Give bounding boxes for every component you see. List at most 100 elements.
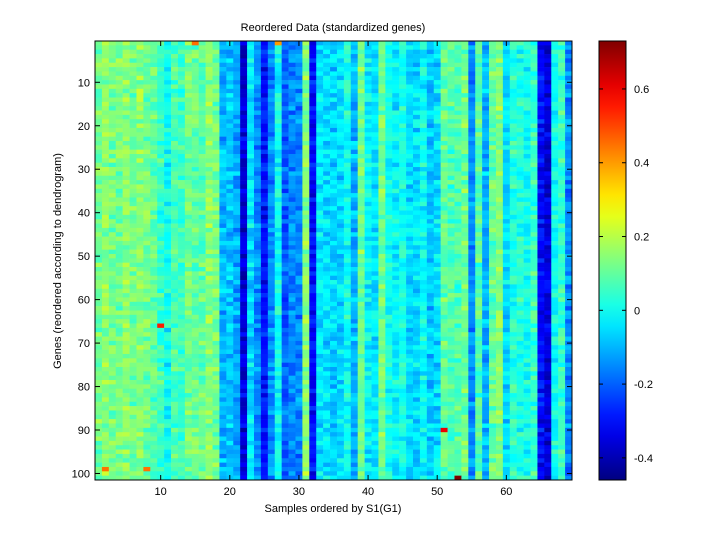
heatmap-cell: [184, 132, 193, 137]
heatmap-cell: [454, 267, 462, 272]
heatmap-cell: [191, 140, 199, 146]
heatmap-cell: [537, 323, 545, 329]
heatmap-cell: [371, 301, 379, 307]
heatmap-cell: [433, 171, 441, 177]
heatmap-cell: [108, 301, 117, 307]
heatmap-cell: [171, 336, 179, 342]
heatmap-cell: [254, 171, 262, 177]
heatmap-cell: [392, 45, 400, 50]
heatmap-cell: [378, 154, 386, 159]
heatmap-cell: [260, 332, 269, 337]
heatmap-cell: [385, 58, 393, 64]
heatmap-cell: [108, 262, 117, 268]
heatmap-cell: [122, 206, 130, 211]
heatmap-cell: [399, 227, 407, 233]
heatmap-cell: [378, 271, 386, 277]
heatmap-cell: [385, 201, 393, 207]
heatmap-cell: [164, 75, 172, 81]
heatmap-cell: [419, 271, 428, 277]
heatmap-cell: [219, 132, 227, 137]
heatmap-cell: [171, 210, 179, 216]
heatmap-cell: [260, 227, 269, 233]
heatmap-cell: [461, 301, 469, 307]
heatmap-cell: [440, 119, 448, 124]
heatmap-cell: [212, 275, 220, 281]
heatmap-cell: [254, 84, 262, 90]
heatmap-cell: [309, 123, 317, 129]
heatmap-cell: [565, 158, 573, 164]
heatmap-cell: [205, 184, 213, 190]
heatmap-cell: [537, 267, 545, 272]
heatmap-cell: [240, 167, 248, 172]
heatmap-cell: [392, 62, 400, 68]
heatmap-cell: [509, 210, 517, 216]
heatmap-cell: [544, 193, 552, 198]
heatmap-cell: [295, 301, 303, 307]
heatmap-cell: [254, 288, 262, 294]
heatmap-cell: [260, 119, 269, 124]
heatmap-cell: [164, 80, 172, 85]
heatmap-cell: [509, 310, 517, 316]
heatmap-cell: [461, 210, 469, 216]
heatmap-cell: [295, 227, 303, 233]
heatmap-cell: [565, 271, 573, 277]
heatmap-cell: [122, 349, 130, 355]
heatmap-cell: [385, 88, 393, 94]
heatmap-cell: [495, 154, 504, 159]
heatmap-cell: [419, 288, 428, 294]
heatmap-cell: [551, 297, 559, 303]
heatmap-cell: [198, 75, 206, 81]
heatmap-cell: [440, 171, 448, 177]
heatmap-cell: [108, 271, 117, 277]
heatmap-cell: [371, 184, 379, 190]
heatmap-cell: [440, 97, 448, 103]
heatmap-cell: [247, 45, 255, 50]
heatmap-cell: [309, 93, 317, 98]
heatmap-cell: [205, 323, 213, 329]
heatmap-cell: [509, 123, 517, 129]
heatmap-cell: [461, 84, 469, 90]
heatmap-cell: [433, 210, 441, 216]
heatmap-cell: [413, 193, 421, 198]
heatmap-cell: [143, 158, 151, 164]
heatmap-cell: [205, 149, 213, 155]
heatmap-cell: [357, 214, 365, 220]
heatmap-cell: [267, 280, 276, 285]
heatmap-cell: [495, 49, 504, 55]
heatmap-cell: [565, 84, 573, 90]
heatmap-cell: [143, 258, 151, 263]
heatmap-cell: [495, 245, 504, 250]
heatmap-cell: [164, 353, 172, 359]
heatmap-cell: [274, 340, 282, 346]
heatmap-cell: [330, 245, 338, 250]
heatmap-cell: [233, 45, 241, 50]
heatmap-cell: [364, 227, 372, 233]
heatmap-cell: [129, 158, 137, 164]
heatmap-cell: [468, 114, 476, 120]
heatmap-cell: [509, 114, 517, 120]
heatmap-cell: [247, 297, 255, 303]
heatmap-cell: [150, 214, 158, 220]
heatmap-cell: [171, 327, 179, 333]
heatmap-cell: [523, 154, 531, 159]
heatmap-cell: [385, 210, 393, 216]
heatmap-cell: [530, 201, 538, 207]
heatmap-cell: [447, 93, 455, 98]
heatmap-cell: [482, 119, 490, 124]
heatmap-cell: [516, 206, 524, 211]
heatmap-cell: [447, 280, 455, 285]
heatmap-cell: [392, 119, 400, 124]
heatmap-cell: [95, 258, 103, 263]
heatmap-cell: [288, 75, 296, 81]
heatmap-cell: [502, 132, 511, 137]
heatmap-cell: [205, 236, 213, 242]
heatmap-cell: [309, 149, 317, 155]
heatmap-cell: [95, 271, 103, 277]
heatmap-cell: [454, 210, 462, 216]
heatmap-cell: [440, 288, 448, 294]
heatmap-cell: [482, 101, 490, 107]
heatmap-cell: [509, 184, 517, 190]
heatmap-cell: [385, 275, 393, 281]
heatmap-cell: [115, 132, 123, 137]
heatmap-cell: [115, 67, 123, 72]
